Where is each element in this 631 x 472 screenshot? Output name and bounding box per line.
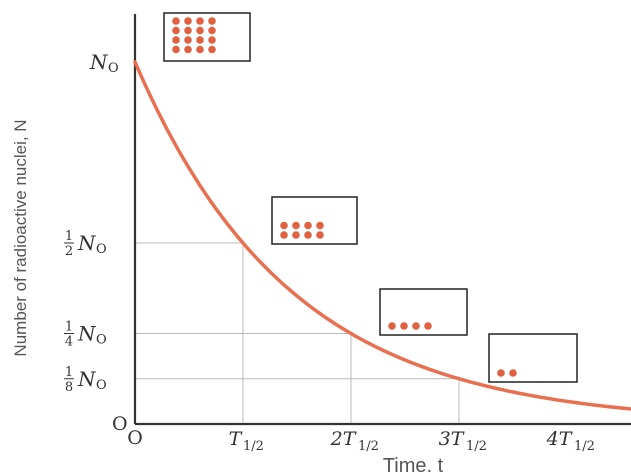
y-tick-4: O	[112, 413, 128, 435]
nucleus-dot	[292, 221, 300, 230]
nucleus-dot	[172, 36, 180, 44]
y-tick-sub: O	[96, 378, 107, 393]
x-tick-sub: 1/2	[243, 439, 264, 454]
nucleus-dot	[424, 322, 432, 330]
nucleus-dot	[172, 17, 180, 25]
nucleus-dot	[304, 231, 312, 239]
nucleus-dot	[208, 26, 216, 35]
nucleus-dot	[316, 221, 324, 230]
x-axis-label: Time, t	[383, 455, 444, 472]
nucleus-dot	[388, 322, 396, 330]
guide-lines	[135, 242, 460, 424]
nucleus-dot	[184, 36, 192, 44]
nucleus-dot	[400, 322, 408, 330]
nucleus-dot	[316, 231, 324, 239]
nucleus-dot	[280, 221, 288, 230]
y-tick-frac-den: 2	[65, 244, 73, 259]
y-tick-2: 14 N O	[64, 320, 107, 350]
y-tick-frac-den: 4	[65, 335, 73, 350]
y-tick-labels: N O12 N O14 N O18 N OO	[64, 50, 128, 435]
nucleus-dot	[497, 369, 505, 377]
nucleus-dot	[208, 36, 216, 44]
nucleus-dot	[172, 26, 180, 35]
x-tick-4: 4T 1/2	[546, 428, 595, 454]
x-tick-base: 4T	[546, 428, 573, 450]
y-tick-sub: O	[108, 61, 119, 76]
nucleus-dot	[184, 26, 192, 35]
y-tick-base: N	[77, 231, 97, 255]
x-tick-base: O	[127, 427, 143, 449]
inset-box-1	[271, 196, 358, 245]
x-tick-labels: O T 1/2 2T 1/2 3T 1/2 4T 1/2	[127, 427, 595, 454]
y-tick-3: 18 N O	[64, 365, 107, 395]
nucleus-dot	[196, 26, 204, 35]
y-tick-base: N	[89, 50, 109, 74]
y-tick-frac-num: 1	[65, 365, 73, 380]
x-tick-1: T 1/2	[229, 428, 264, 454]
y-tick-base: N	[77, 322, 97, 346]
y-tick-base: O	[112, 413, 128, 435]
x-tick-sub: 1/2	[358, 439, 379, 454]
y-tick-sub: O	[96, 333, 107, 348]
x-tick-base: 3T	[439, 428, 465, 450]
nucleus-dot	[196, 36, 204, 44]
nucleus-dot	[292, 231, 300, 239]
nucleus-dot	[280, 231, 288, 239]
y-tick-1: 12 N O	[64, 229, 107, 259]
y-axis-label: Number of radioactive nuclei, N	[11, 119, 30, 356]
y-tick-frac-num: 1	[65, 320, 73, 335]
nucleus-dot	[208, 45, 216, 54]
x-tick-base: 2T	[330, 428, 357, 450]
nucleus-dot	[184, 45, 192, 54]
x-tick-sub: 1/2	[466, 439, 487, 454]
x-tick-0: O	[127, 427, 143, 449]
x-tick-sub: 1/2	[574, 439, 595, 454]
x-tick-2: 2T 1/2	[330, 428, 379, 454]
nuclei-insets	[163, 12, 578, 383]
nucleus-dot	[412, 322, 420, 330]
inset-box-2	[379, 288, 468, 336]
nucleus-dot	[172, 45, 180, 54]
y-tick-base: N	[77, 367, 97, 391]
decay-curve	[133, 60, 631, 411]
curve-layer	[133, 60, 631, 411]
x-tick-base: T	[229, 428, 243, 450]
nucleus-dot	[196, 45, 204, 54]
y-tick-frac-num: 1	[65, 229, 73, 244]
nucleus-dot	[196, 17, 204, 25]
y-tick-frac-den: 8	[65, 380, 73, 395]
nucleus-dot	[184, 17, 192, 25]
axes	[133, 14, 631, 426]
nucleus-dot	[509, 369, 517, 377]
y-tick-sub: O	[96, 242, 107, 257]
x-tick-3: 3T 1/2	[439, 428, 487, 454]
nucleus-dot	[304, 221, 312, 230]
nucleus-dot	[208, 17, 216, 25]
